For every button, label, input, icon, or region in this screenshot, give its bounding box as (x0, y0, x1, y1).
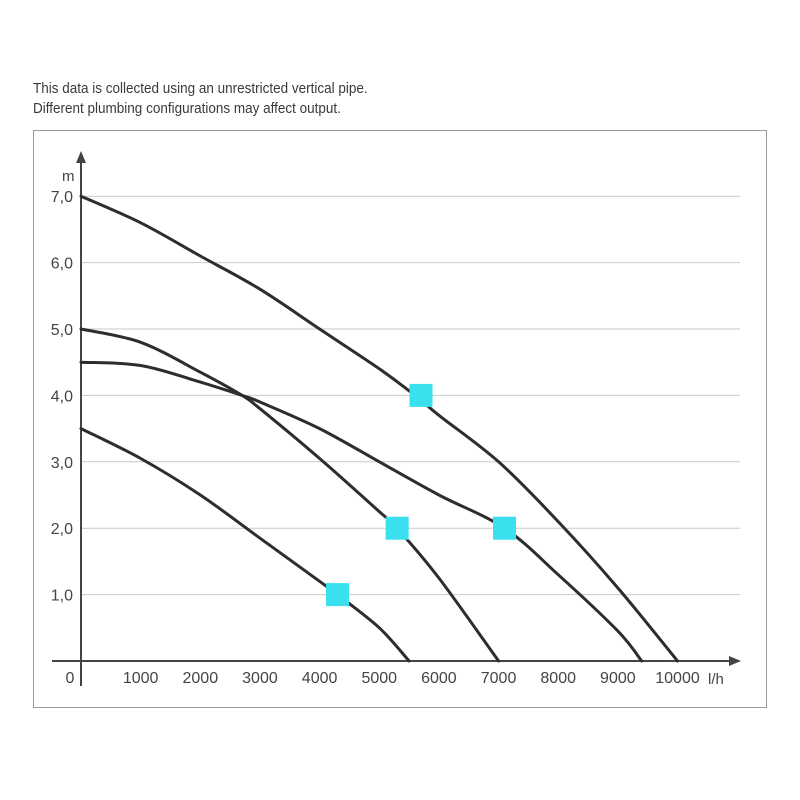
series-curve-3 (79, 360, 644, 663)
series-marker-2 (385, 516, 409, 540)
chart-frame (33, 130, 767, 708)
series-curves (79, 194, 679, 663)
series-curve-1 (79, 194, 679, 663)
y-tick-label: 3,0 (51, 455, 73, 472)
y-axis-arrow (76, 151, 86, 163)
x-tick-label: 0 (66, 670, 75, 687)
x-tick-label: 6000 (421, 670, 457, 687)
y-tick-label: 6,0 (51, 256, 73, 273)
series-marker-4 (325, 583, 349, 607)
series-marker-3 (493, 516, 517, 540)
gridlines (81, 195, 740, 596)
x-tick-label: 5000 (361, 670, 397, 687)
series-marker-1 (409, 383, 433, 407)
chart-note-line-1: This data is collected using an unrestri… (33, 80, 368, 97)
x-tick-label: 7000 (481, 670, 517, 687)
y-tick-label: 5,0 (51, 322, 73, 339)
y-tick-label: 7,0 (51, 189, 73, 206)
x-tick-label: 8000 (540, 670, 576, 687)
x-tick-label: 3000 (242, 670, 278, 687)
x-axis-unit: l/h (708, 671, 724, 688)
x-axis-arrow (729, 656, 741, 666)
chart-note-line-2: Different plumbing configurations may af… (33, 100, 341, 117)
y-tick-label: 1,0 (51, 588, 73, 605)
tick-labels: 1,0 2,0 3,0 4,0 5,0 6,0 7,0 0 1000 2000 3000 4000 50… (51, 189, 700, 687)
series-curve-4 (79, 427, 411, 663)
y-tick-label: 4,0 (51, 388, 73, 405)
x-tick-label: 2000 (183, 670, 219, 687)
y-tick-label: 2,0 (51, 521, 73, 538)
x-tick-label: 9000 (600, 670, 636, 687)
series-curve-2 (79, 327, 501, 663)
x-tick-label: 4000 (302, 670, 338, 687)
axes: m l/h (52, 151, 741, 688)
x-tick-label: 1000 (123, 670, 159, 687)
series-markers (325, 383, 517, 607)
y-axis-unit: m (62, 168, 75, 185)
x-tick-label: 10000 (655, 670, 700, 687)
